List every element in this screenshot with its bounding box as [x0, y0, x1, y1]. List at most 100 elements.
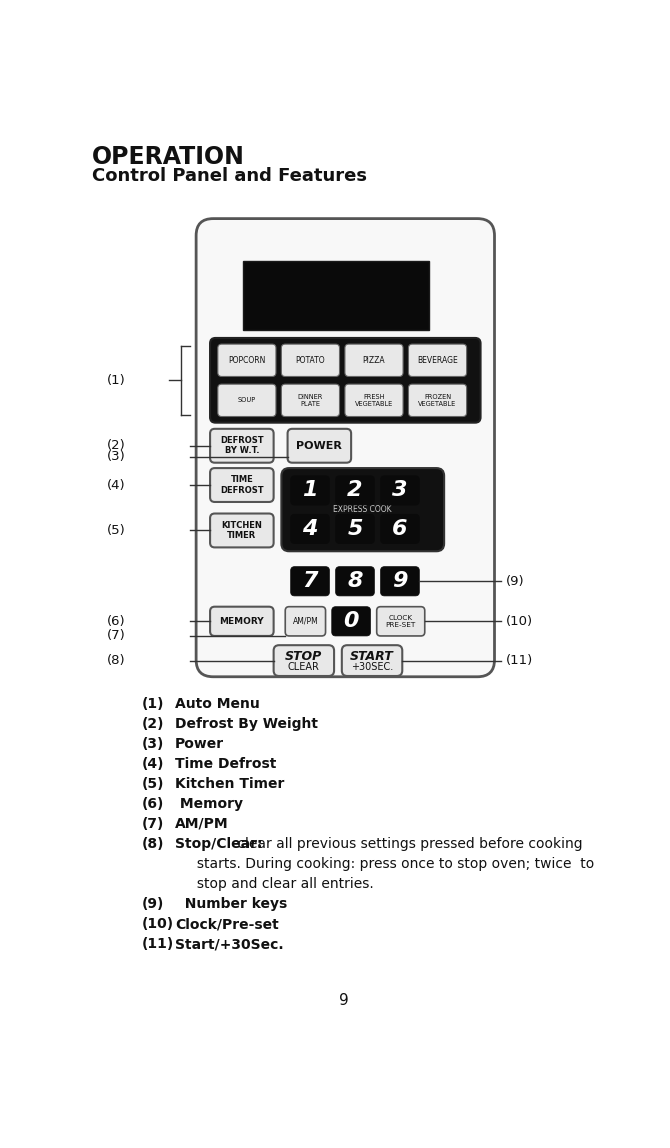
Text: EXPRESS COOK: EXPRESS COOK: [334, 505, 392, 514]
FancyBboxPatch shape: [210, 468, 273, 502]
Text: POWER: POWER: [296, 441, 342, 451]
FancyBboxPatch shape: [291, 475, 330, 505]
Text: (7): (7): [107, 629, 126, 643]
Text: AM/PM: AM/PM: [175, 817, 229, 831]
Text: Time Defrost: Time Defrost: [175, 757, 277, 770]
Text: OPERATION: OPERATION: [92, 146, 245, 170]
FancyBboxPatch shape: [196, 218, 494, 677]
Text: (9): (9): [506, 575, 525, 588]
FancyBboxPatch shape: [291, 567, 330, 596]
Text: (5): (5): [142, 777, 164, 791]
Text: KITCHEN
TIMER: KITCHEN TIMER: [221, 521, 262, 541]
FancyBboxPatch shape: [345, 385, 403, 417]
Text: CLOCK
PRE-SET: CLOCK PRE-SET: [386, 615, 416, 628]
Text: Power: Power: [175, 737, 224, 751]
Text: (8): (8): [142, 837, 164, 851]
Text: TIME
DEFROST: TIME DEFROST: [220, 475, 264, 495]
Text: DEFROST
BY W.T.: DEFROST BY W.T.: [220, 436, 264, 456]
Text: stop and clear all entries.: stop and clear all entries.: [175, 877, 374, 891]
Text: (7): (7): [142, 817, 164, 831]
FancyBboxPatch shape: [287, 429, 351, 463]
FancyBboxPatch shape: [336, 514, 375, 543]
Text: (2): (2): [107, 440, 126, 452]
FancyBboxPatch shape: [218, 385, 276, 417]
FancyBboxPatch shape: [345, 344, 403, 377]
FancyBboxPatch shape: [281, 385, 340, 417]
Text: CLEAR: CLEAR: [288, 661, 320, 672]
Text: MEMORY: MEMORY: [220, 616, 264, 626]
Text: +30SEC.: +30SEC.: [351, 661, 393, 672]
Text: Start/+30Sec.: Start/+30Sec.: [175, 937, 284, 951]
Text: 9: 9: [338, 993, 348, 1008]
Text: 7: 7: [302, 572, 318, 591]
Text: (6): (6): [107, 615, 126, 628]
FancyBboxPatch shape: [409, 385, 466, 417]
Text: (3): (3): [142, 737, 164, 751]
Text: (2): (2): [142, 716, 164, 731]
FancyBboxPatch shape: [381, 475, 419, 505]
Text: STOP: STOP: [285, 650, 322, 664]
FancyBboxPatch shape: [332, 606, 371, 636]
Text: (1): (1): [142, 697, 164, 711]
FancyBboxPatch shape: [285, 606, 326, 636]
FancyBboxPatch shape: [409, 344, 466, 377]
Text: 2: 2: [347, 480, 362, 501]
FancyBboxPatch shape: [377, 606, 425, 636]
FancyBboxPatch shape: [336, 567, 375, 596]
Text: Control Panel and Features: Control Panel and Features: [92, 166, 366, 185]
Bar: [243, 261, 429, 331]
FancyBboxPatch shape: [281, 468, 444, 551]
Text: (4): (4): [142, 757, 164, 770]
Text: (11): (11): [142, 937, 174, 951]
Text: AM/PM: AM/PM: [293, 616, 318, 626]
Text: 5: 5: [347, 519, 362, 538]
Text: (11): (11): [506, 654, 533, 667]
Text: Clock/Pre-set: Clock/Pre-set: [175, 917, 279, 931]
FancyBboxPatch shape: [281, 344, 340, 377]
Text: 6: 6: [392, 519, 408, 538]
Text: (10): (10): [142, 917, 174, 931]
Text: (5): (5): [107, 523, 126, 537]
Text: (9): (9): [142, 897, 164, 912]
FancyBboxPatch shape: [381, 567, 419, 596]
Text: (1): (1): [107, 374, 126, 387]
Text: (8): (8): [107, 654, 126, 667]
Text: DINNER
PLATE: DINNER PLATE: [297, 394, 323, 408]
Text: PIZZA: PIZZA: [362, 356, 385, 365]
Text: 9: 9: [392, 572, 408, 591]
Text: Number keys: Number keys: [175, 897, 287, 912]
Text: Memory: Memory: [175, 797, 243, 810]
FancyBboxPatch shape: [273, 645, 334, 676]
Text: (4): (4): [107, 479, 126, 491]
Text: 8: 8: [347, 572, 362, 591]
Text: FROZEN
VEGETABLE: FROZEN VEGETABLE: [418, 394, 457, 408]
FancyBboxPatch shape: [342, 645, 402, 676]
Text: Kitchen Timer: Kitchen Timer: [175, 777, 285, 791]
Text: 4: 4: [302, 519, 318, 538]
Text: (6): (6): [142, 797, 164, 810]
FancyBboxPatch shape: [210, 338, 480, 422]
Text: FRESH
VEGETABLE: FRESH VEGETABLE: [355, 394, 393, 408]
FancyBboxPatch shape: [381, 514, 419, 543]
FancyBboxPatch shape: [336, 475, 375, 505]
Text: POTATO: POTATO: [295, 356, 325, 365]
Text: (3): (3): [107, 450, 126, 463]
Text: POPCORN: POPCORN: [228, 356, 265, 365]
Text: Stop/Clear:: Stop/Clear:: [175, 837, 263, 851]
FancyBboxPatch shape: [291, 514, 330, 543]
Text: Auto Menu: Auto Menu: [175, 697, 260, 711]
FancyBboxPatch shape: [210, 513, 273, 548]
FancyBboxPatch shape: [210, 429, 273, 463]
Text: Defrost By Weight: Defrost By Weight: [175, 716, 318, 731]
Text: starts. During cooking: press once to stop oven; twice  to: starts. During cooking: press once to st…: [175, 856, 594, 871]
Text: 1: 1: [302, 480, 318, 501]
FancyBboxPatch shape: [210, 606, 273, 636]
Text: 0: 0: [343, 612, 359, 631]
Text: (10): (10): [506, 615, 533, 628]
Text: BEVERAGE: BEVERAGE: [417, 356, 458, 365]
Text: 3: 3: [392, 480, 408, 501]
Text: SOUP: SOUP: [238, 397, 256, 403]
Text: clear all previous settings pressed before cooking: clear all previous settings pressed befo…: [233, 837, 583, 851]
Text: START: START: [350, 650, 394, 664]
FancyBboxPatch shape: [218, 344, 276, 377]
